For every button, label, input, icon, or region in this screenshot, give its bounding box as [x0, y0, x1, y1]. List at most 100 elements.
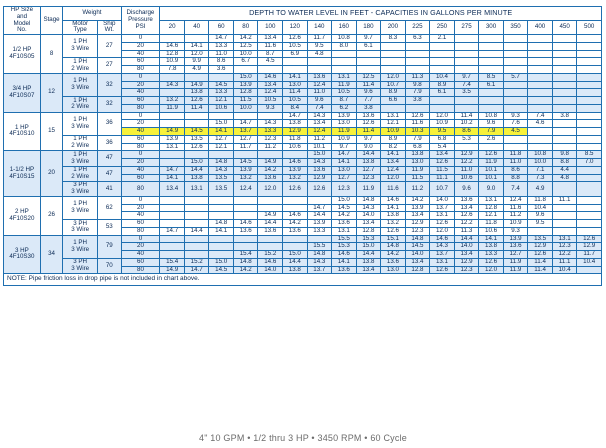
capacity-cell — [502, 65, 529, 74]
model-cell: 2 HP 4F10S20 — [3, 195, 41, 236]
capacity-cell — [282, 234, 308, 244]
capacity-cell — [502, 142, 529, 152]
capacity-cell — [527, 34, 553, 43]
capacity-cell — [502, 88, 529, 97]
capacity-cell — [576, 119, 602, 128]
capacity-cell: 15.4 — [232, 250, 259, 259]
capacity-cell — [527, 142, 553, 152]
capacity-cell: 15.5 — [306, 242, 333, 251]
capacity-cell — [232, 195, 259, 205]
capacity-cell: 15.5 — [331, 234, 357, 244]
capacity-cell: 14.7 — [282, 111, 308, 121]
ship-weight-cell: 79 — [97, 234, 122, 259]
pressure-cell: 0 — [120, 72, 161, 82]
capacity-cell: 11.5 — [404, 173, 431, 183]
capacity-cell: 12.6 — [282, 34, 308, 43]
capacity-cell: 14.8 — [232, 257, 259, 267]
capacity-cell: 11.2 — [306, 134, 333, 144]
motor-wire: 2 Wire — [71, 103, 90, 111]
capacity-cell: 13.1 — [478, 195, 504, 205]
model-label: Model — [13, 19, 31, 27]
capacity-cell — [551, 119, 578, 128]
motor-type-cell: 3 PH 3 Wire — [62, 181, 99, 197]
capacity-cell: 10.4 — [527, 203, 553, 213]
capacity-cell: 14.2 — [232, 34, 259, 43]
capacity-cell — [502, 96, 529, 105]
capacity-cell — [576, 165, 602, 175]
capacity-cell — [208, 195, 234, 205]
capacity-cell: 12.2 — [453, 158, 480, 167]
model-cell: 1 HP 4F10S10 — [3, 111, 41, 152]
ship-wt-header: Ship Wt. — [97, 19, 122, 35]
capacity-cell: 6.1 — [429, 88, 455, 97]
capacity-cell — [183, 203, 210, 213]
capacity-cell: 11.9 — [502, 257, 529, 267]
capacity-cell: 13.4 — [404, 211, 431, 220]
capacity-cell: 9.8 — [404, 80, 431, 90]
pressure-cell: 60 — [120, 257, 161, 267]
capacity-cell — [232, 234, 259, 244]
pipe-friction-note: NOTE: Pipe friction loss in drop pipe is… — [3, 273, 602, 287]
capacity-cell: 7.4 — [502, 181, 529, 197]
capacity-cell: 12.0 — [183, 49, 210, 59]
motor-wire: 2 Wire — [71, 142, 90, 149]
capacity-cell: 10.9 — [159, 57, 185, 66]
capacity-cell: 8.4 — [282, 103, 308, 113]
pressure-cell: 60 — [120, 96, 161, 105]
capacity-cell — [257, 65, 284, 74]
capacity-cell: 11.9 — [331, 80, 357, 90]
capacity-cell: 9.7 — [453, 72, 480, 82]
capacity-cell: 12.6 — [453, 211, 480, 220]
capacity-cell: 10.7 — [380, 80, 406, 90]
capacity-cell: 10.6 — [282, 142, 308, 152]
capacity-cell: 14.3 — [257, 119, 284, 128]
capacity-cell: 10.5 — [282, 41, 308, 51]
type-label: Type — [73, 26, 87, 34]
capacity-cell: 11.0 — [208, 49, 234, 59]
table-row: 1 PH 2 Wire 47 40 14.7 14.4 14.3 13.9 14.2 13.9 13… — [3, 165, 602, 183]
capacity-cell: 14.2 — [232, 265, 259, 275]
capacity-cell: 12.3 — [551, 242, 578, 251]
capacity-cell — [208, 150, 234, 159]
capacity-cell: 10.0 — [232, 49, 259, 59]
capacity-cell: 13.7 — [306, 265, 333, 275]
capacity-cell: 14.9 — [183, 80, 210, 90]
capacity-cell — [502, 34, 529, 43]
capacity-cell: 14.1 — [331, 257, 357, 267]
capacity-cell: 5.4 — [429, 142, 455, 152]
pressure-cell: 60 — [120, 57, 161, 66]
capacity-cell — [453, 65, 480, 74]
motor-wire: 3 Wire — [71, 245, 90, 253]
capacity-cell — [159, 34, 185, 43]
capacity-cell — [404, 103, 431, 113]
capacity-cell: 5.7 — [502, 72, 529, 82]
depth-header-140: 140 — [306, 19, 333, 35]
capacity-cell — [282, 242, 308, 251]
capacity-cell: 14.7 — [306, 203, 333, 213]
capacity-cell: 14.2 — [282, 219, 308, 228]
capacity-cell: 12.5 — [355, 72, 382, 82]
capacity-cell: 14.8 — [404, 234, 431, 244]
ship-weight-cell: 47 — [97, 150, 122, 167]
table-row: 3 HP 4F10S30 34 1 PH 3 Wire 79 0 15.5 15.3 15.1 14… — [3, 234, 602, 275]
ship-weight-cell: 47 — [97, 165, 122, 183]
pressure-cell: 0 — [120, 150, 161, 159]
stage-cell: 12 — [39, 72, 64, 113]
capacity-cell: 14.6 — [232, 219, 259, 228]
capacity-cell: 11.5 — [232, 96, 259, 105]
capacity-cell: 8.3 — [380, 34, 406, 43]
capacity-cell — [183, 234, 210, 244]
capacity-cell: 13.2 — [159, 96, 185, 105]
capacity-cell: 11.4 — [355, 80, 382, 90]
depth-header-225: 225 — [404, 19, 431, 35]
capacity-cell: 10.3 — [404, 127, 431, 136]
capacity-cell: 11.9 — [478, 158, 504, 167]
motor-type-cell: 1 PH 2 Wire — [62, 96, 99, 113]
table-row: 40 15.4 15.2 15.0 14.8 14.6 14.4 14.2 14.0 13.7 13… — [3, 250, 602, 259]
capacity-cell — [527, 41, 553, 51]
pressure-cell: 40 — [120, 250, 161, 259]
capacity-cell: 12.3 — [453, 265, 480, 275]
capacity-cell: 9.6 — [355, 88, 382, 97]
motor-phase: 3 PH — [73, 258, 88, 266]
capacity-cell — [183, 150, 210, 159]
